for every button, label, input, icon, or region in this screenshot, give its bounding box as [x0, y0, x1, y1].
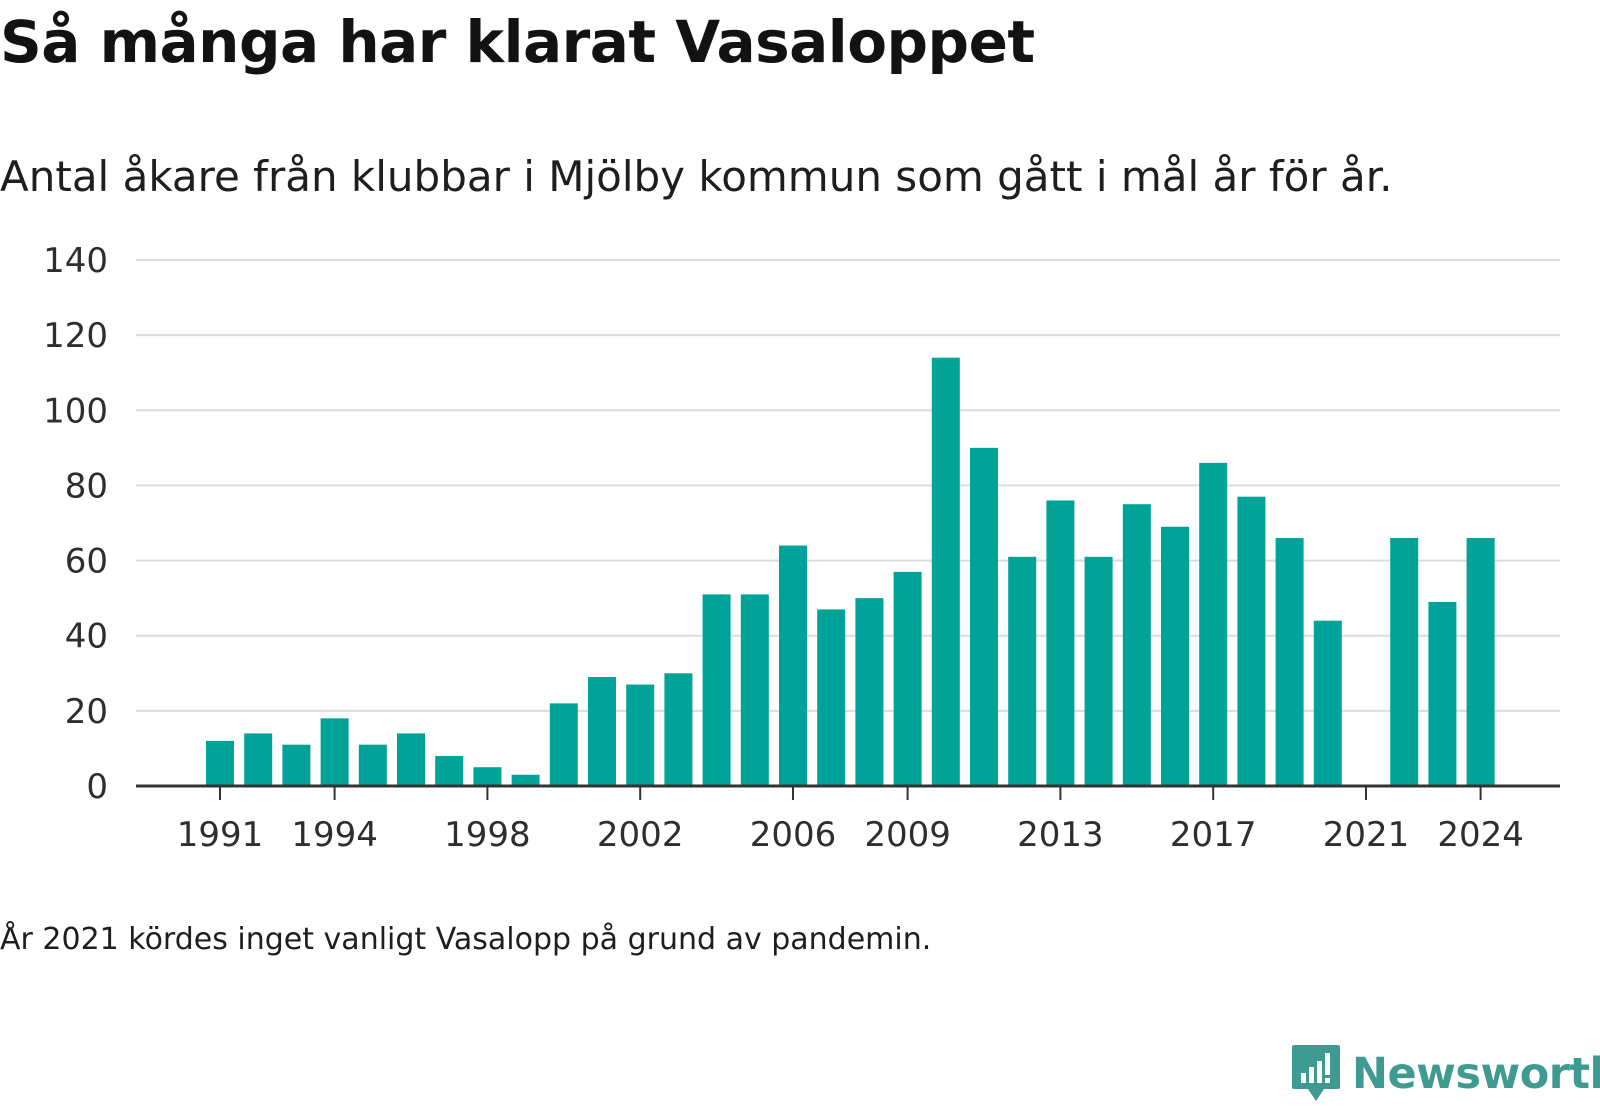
bar-2023 [1428, 601, 1457, 786]
bar-2024 [1466, 538, 1495, 786]
y-axis-labels: 0 20 40 60 80 100 120 140 [43, 241, 108, 807]
bar-2003 [664, 673, 693, 786]
bar-1997 [435, 755, 464, 786]
bar-2014 [1084, 556, 1113, 786]
bar-2002 [626, 684, 655, 786]
bar-2015 [1122, 504, 1151, 786]
bar-2016 [1161, 526, 1189, 786]
bar-1995 [358, 744, 387, 786]
bar-2022 [1390, 538, 1419, 786]
bar-1996 [397, 733, 425, 786]
bar-2008 [855, 598, 884, 786]
bar-2018 [1237, 496, 1266, 786]
y-tick-label-140: 140 [43, 241, 108, 281]
bar-2019 [1275, 538, 1304, 786]
bar-2000 [549, 703, 578, 786]
x-tick-label-2013: 2013 [1017, 815, 1104, 855]
x-tick-label-2021: 2021 [1323, 815, 1410, 855]
y-tick-label-120: 120 [43, 316, 108, 356]
bar-2012 [1008, 556, 1037, 786]
bar-1999 [511, 774, 540, 786]
bar-2017 [1199, 462, 1228, 786]
y-tick-label-40: 40 [65, 617, 108, 657]
x-tick-label-1998: 1998 [444, 815, 531, 855]
x-tick-label-2009: 2009 [864, 815, 951, 855]
bar-2007 [817, 609, 846, 786]
y-tick-label-80: 80 [65, 466, 108, 506]
chart-subtitle: Antal åkare från klubbar i Mjölby kommun… [0, 152, 1393, 201]
y-tick-label-100: 100 [43, 391, 108, 431]
bar-1998 [473, 767, 502, 786]
bar-2011 [970, 447, 998, 786]
brand-logo: Newsworthy [1290, 1038, 1600, 1110]
x-tick-label-2006: 2006 [750, 815, 837, 855]
bar-2006 [779, 545, 807, 786]
bar-2005 [740, 594, 769, 786]
bar-1991 [206, 740, 234, 786]
y-tick-label-60: 60 [65, 542, 108, 582]
gridlines [136, 259, 1560, 712]
x-axis-ticks: 1991 1994 1998 2002 2006 2009 2013 2017 2021 2024 [177, 786, 1524, 855]
x-tick-label-1991: 1991 [177, 815, 264, 855]
footnote: År 2021 kördes inget vanligt Vasalopp på… [0, 922, 932, 957]
x-tick-label-2002: 2002 [597, 815, 684, 855]
bar-1994 [320, 718, 349, 786]
bar-2001 [588, 677, 616, 786]
chart-title: Så många har klarat Vasaloppet [0, 8, 1035, 76]
bars [206, 357, 1495, 786]
x-tick-label-2024: 2024 [1437, 815, 1524, 855]
bar-2010 [931, 357, 960, 786]
bar-2009 [893, 571, 922, 786]
y-tick-label-0: 0 [86, 767, 108, 807]
brand-name: Newsworthy [1352, 1049, 1600, 1099]
bar-1993 [282, 744, 311, 786]
newsworthy-logo-icon [1292, 1045, 1340, 1101]
bar-2013 [1046, 500, 1075, 786]
bar-2020 [1313, 620, 1342, 786]
bar-1992 [244, 733, 273, 786]
x-tick-label-1994: 1994 [291, 815, 378, 855]
x-tick-label-2017: 2017 [1170, 815, 1257, 855]
y-tick-label-20: 20 [65, 692, 108, 732]
bar-chart: 0 20 40 60 80 100 120 140 1991 1994 1998 2002 2006 2… [43, 241, 1560, 855]
bar-2004 [702, 594, 731, 786]
